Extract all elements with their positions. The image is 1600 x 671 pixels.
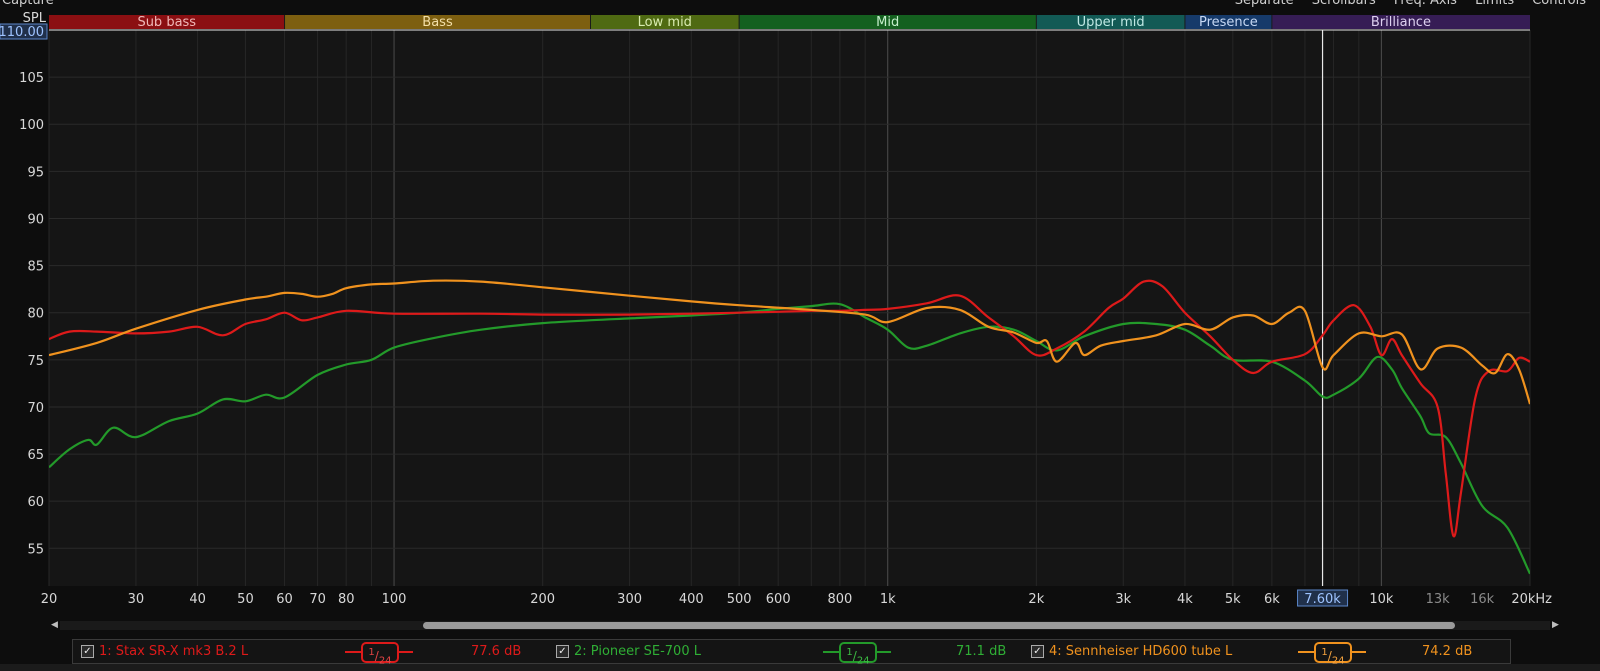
band-3 bbox=[739, 15, 1037, 29]
band-0 bbox=[49, 15, 285, 29]
menu-freq-axis[interactable]: Freq. Axis bbox=[1393, 0, 1457, 8]
legend-name-stax: 1: Stax SR-X mk3 B.2 L bbox=[99, 644, 249, 659]
top-right-menu: Separate Scrollbars Freq. Axis Limits Co… bbox=[1221, 0, 1586, 8]
legend-entry-sennheiser: ✓ 4: Sennheiser HD600 tube L bbox=[1031, 640, 1232, 663]
legend-entry-pioneer: ✓ 2: Pioneer SE-700 L bbox=[556, 640, 701, 663]
y-tick-label: 95 bbox=[27, 165, 44, 180]
series-line-stax bbox=[49, 279, 1530, 538]
y-tick-label: 105 bbox=[19, 71, 44, 86]
y-axis-label: SPL bbox=[23, 11, 47, 26]
y-tick-label: 100 bbox=[19, 118, 44, 133]
menu-controls[interactable]: Controls bbox=[1532, 0, 1586, 8]
y-tick-label: 70 bbox=[27, 401, 44, 416]
band-4 bbox=[1036, 15, 1185, 29]
scroll-left-icon[interactable]: ◀ bbox=[51, 620, 58, 630]
y-tick-label: 85 bbox=[27, 260, 44, 275]
status-strip bbox=[0, 664, 1600, 671]
x-tick-label: 30 bbox=[128, 592, 145, 607]
x-tick-label: 100 bbox=[382, 592, 407, 607]
cursor-readout: 7.60k bbox=[1304, 592, 1341, 607]
x-tick-label: 80 bbox=[338, 592, 355, 607]
y-tick-label: 80 bbox=[27, 307, 44, 322]
x-tick-label: 70 bbox=[309, 592, 326, 607]
x-tick-label: 20 bbox=[41, 592, 58, 607]
smoothing-badge-sennheiser[interactable]: 1/24 bbox=[1314, 642, 1352, 666]
x-tick-label: 40 bbox=[189, 592, 206, 607]
legend-value-stax: 77.6 dB bbox=[471, 644, 522, 659]
x-tick-label: 500 bbox=[727, 592, 752, 607]
band-label-1: Bass bbox=[422, 15, 453, 30]
y-tick-label: 60 bbox=[27, 495, 44, 510]
legend-value-sennheiser: 74.2 dB bbox=[1422, 644, 1473, 659]
x-tick-label: 16k bbox=[1470, 592, 1495, 607]
menu-scrollbars[interactable]: Scrollbars bbox=[1311, 0, 1376, 8]
legend-bar: ✓ 1: Stax SR-X mk3 B.2 L 1/24 77.6 dB ✓ … bbox=[72, 639, 1511, 666]
y-tick-label: 55 bbox=[27, 542, 44, 557]
series-line-pioneer bbox=[49, 302, 1530, 575]
band-label-2: Low mid bbox=[638, 15, 692, 30]
y-tick-label: 90 bbox=[27, 212, 44, 227]
x-tick-label: 200 bbox=[530, 592, 555, 607]
legend-name-sennheiser: 4: Sennheiser HD600 tube L bbox=[1049, 644, 1233, 659]
horizontal-scrollbar[interactable] bbox=[60, 621, 1550, 630]
y-top-readout-box bbox=[0, 23, 48, 40]
band-5 bbox=[1184, 15, 1272, 29]
band-6 bbox=[1271, 15, 1530, 29]
menu-separate[interactable]: Separate bbox=[1234, 0, 1294, 8]
checkbox-sennheiser[interactable]: ✓ bbox=[1031, 645, 1044, 658]
legend-entry-stax: ✓ 1: Stax SR-X mk3 B.2 L bbox=[81, 640, 248, 663]
band-label-3: Mid bbox=[876, 15, 899, 30]
checkbox-pioneer[interactable]: ✓ bbox=[556, 645, 569, 658]
x-tick-label: 4k bbox=[1177, 592, 1193, 607]
band-label-4: Upper mid bbox=[1077, 15, 1145, 30]
legend-value-pioneer: 71.1 dB bbox=[956, 644, 1007, 659]
x-tick-label: 60 bbox=[276, 592, 293, 607]
band-2 bbox=[590, 15, 740, 29]
y-tick-label: 65 bbox=[27, 448, 44, 463]
cursor-readout-box bbox=[1297, 589, 1349, 607]
x-tick-label: 50 bbox=[237, 592, 254, 607]
x-tick-label: 5k bbox=[1225, 592, 1241, 607]
y-top-readout: 110.00 bbox=[0, 25, 44, 40]
scroll-right-icon[interactable]: ▶ bbox=[1552, 620, 1559, 630]
band-1 bbox=[284, 15, 591, 29]
scrollbar-thumb[interactable] bbox=[423, 622, 1455, 629]
x-tick-label: 1k bbox=[880, 592, 896, 607]
band-label-5: Presence bbox=[1199, 15, 1258, 30]
x-tick-label: 20kHz bbox=[1511, 592, 1552, 607]
y-tick-label: 75 bbox=[27, 354, 44, 369]
menu-limits[interactable]: Limits bbox=[1475, 0, 1515, 8]
x-tick-label: 2k bbox=[1028, 592, 1044, 607]
x-tick-label: 400 bbox=[679, 592, 704, 607]
band-label-0: Sub bass bbox=[137, 15, 196, 30]
x-tick-label: 800 bbox=[827, 592, 852, 607]
legend-name-pioneer: 2: Pioneer SE-700 L bbox=[574, 644, 701, 659]
frequency-response-chart[interactable]: Sub bass Bass Low mid Mid Upper mid Presence B… bbox=[0, 0, 1600, 620]
x-tick-label: 300 bbox=[617, 592, 642, 607]
x-tick-label: 3k bbox=[1115, 592, 1131, 607]
checkbox-stax[interactable]: ✓ bbox=[81, 645, 94, 658]
x-tick-label: 600 bbox=[766, 592, 791, 607]
capture-label[interactable]: Capture bbox=[2, 0, 54, 8]
x-tick-label: 6k bbox=[1264, 592, 1280, 607]
band-label-6: Brilliance bbox=[1371, 15, 1431, 30]
series-line-sennheiser bbox=[49, 279, 1530, 405]
x-tick-label: 10k bbox=[1369, 592, 1394, 607]
x-tick-label: 13k bbox=[1426, 592, 1451, 607]
smoothing-badge-stax[interactable]: 1/24 bbox=[361, 642, 399, 666]
smoothing-badge-pioneer[interactable]: 1/24 bbox=[839, 642, 877, 666]
